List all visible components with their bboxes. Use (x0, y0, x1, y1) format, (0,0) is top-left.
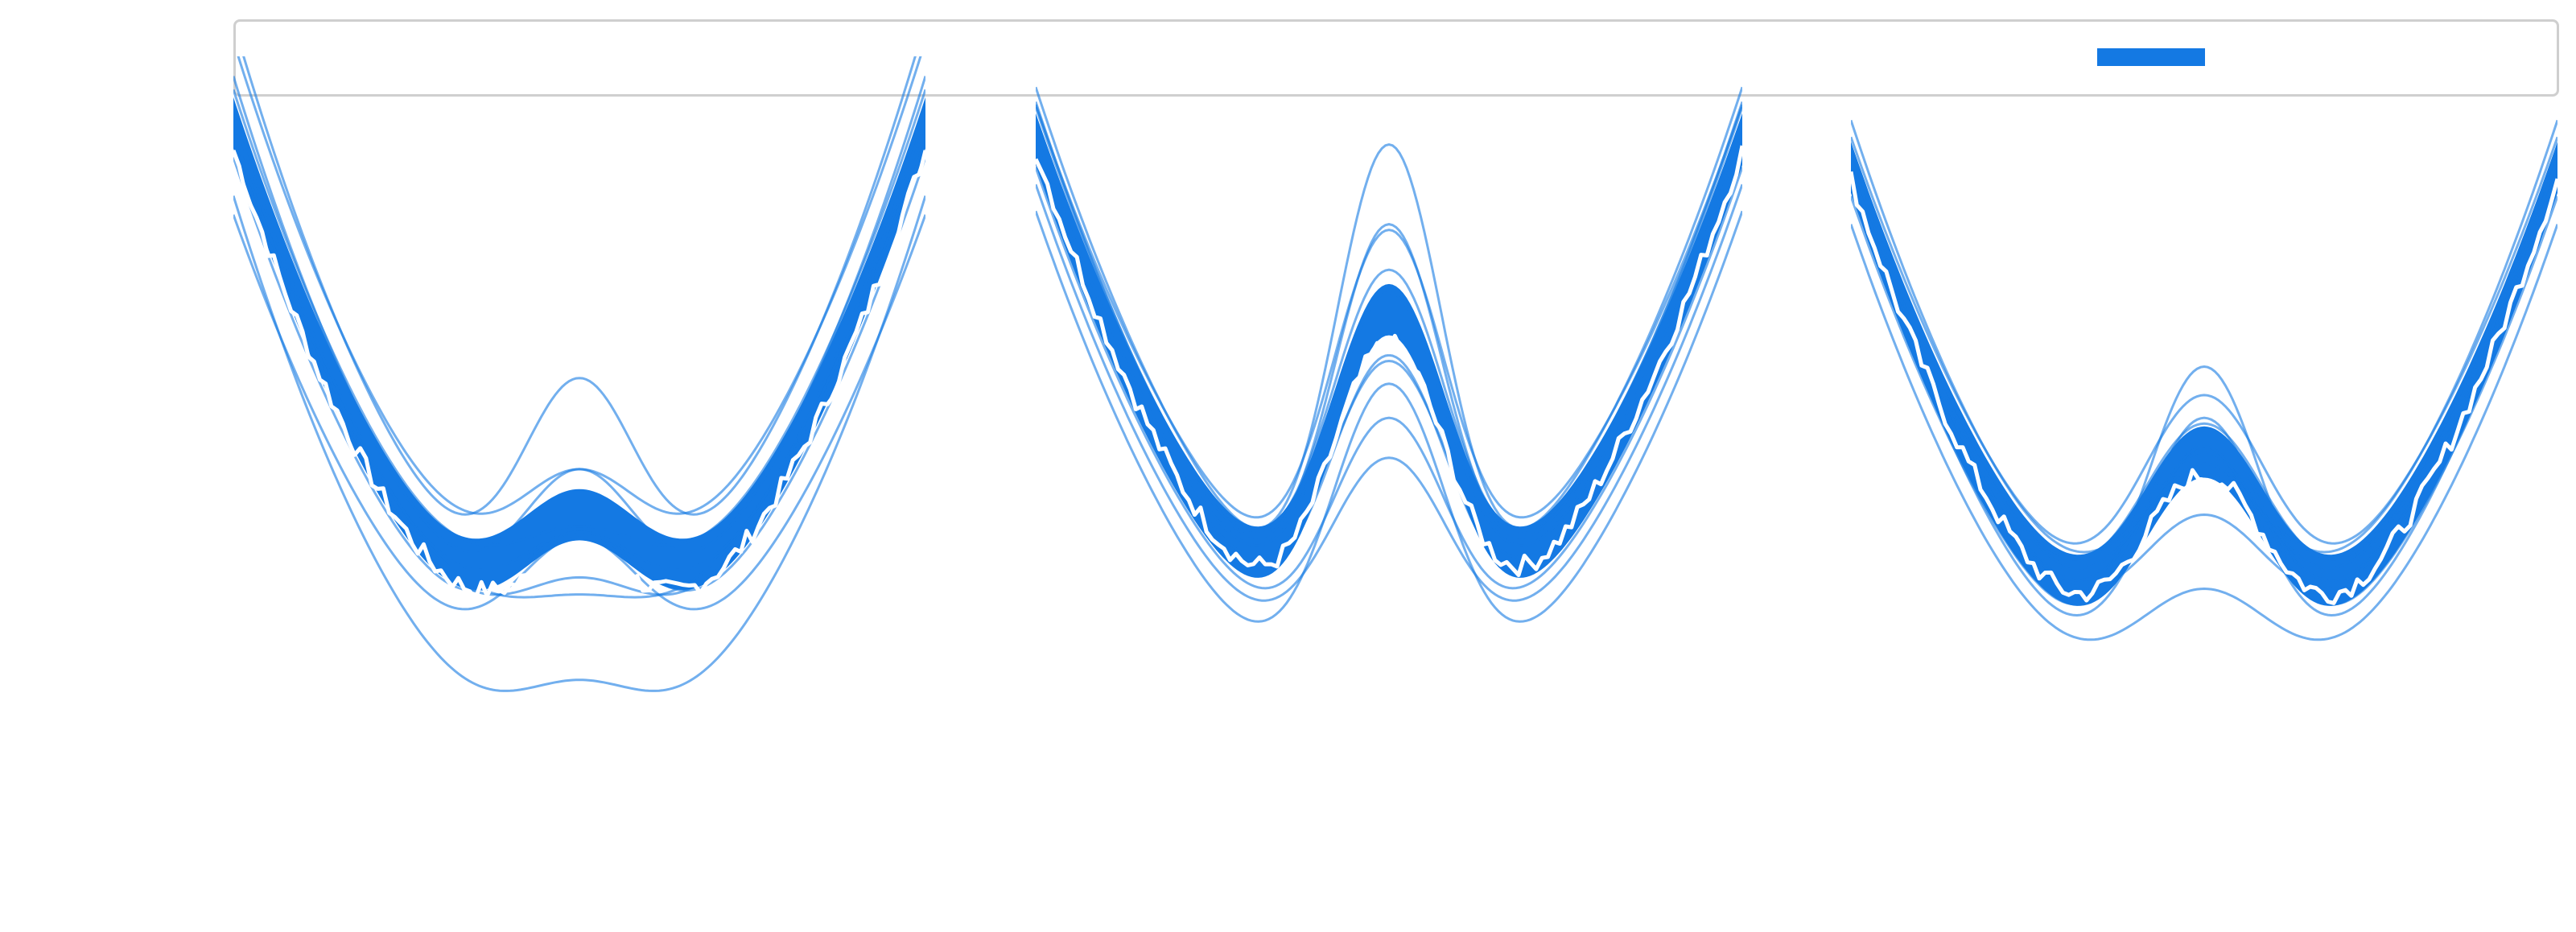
legend-swatch (2097, 48, 2205, 66)
model-curve (233, 195, 925, 692)
model-curve (1036, 132, 1742, 547)
model-curve (1851, 224, 2557, 641)
confidence-band (1036, 113, 1742, 578)
observed-line (233, 150, 925, 600)
model-curve (237, 56, 922, 515)
model-curve (233, 129, 925, 596)
observed-line (1851, 171, 2557, 605)
confidence-band (233, 97, 925, 591)
model-curve (242, 56, 917, 516)
model-curve (1851, 155, 2557, 570)
model-curve (1851, 167, 2557, 582)
model-curve (1851, 158, 2557, 596)
model-curve (1036, 184, 1742, 602)
model-curve (233, 89, 925, 546)
model-curve (1036, 104, 1742, 519)
model-curve (233, 214, 925, 611)
chart-panel-3 (1851, 119, 2557, 641)
model-curve (233, 113, 925, 599)
model-curve (1851, 196, 2557, 606)
confidence-band (1851, 142, 2557, 606)
model-curve (1036, 161, 1742, 571)
model-curve (1036, 210, 1742, 623)
model-curve (1851, 157, 2557, 590)
model-curve (1036, 167, 1742, 590)
chart-panel-2 (1036, 86, 1742, 623)
chart-panel-1 (233, 56, 925, 692)
model-curve (1851, 150, 2557, 561)
observed-line (1036, 145, 1742, 577)
model-curve (1851, 136, 2557, 545)
model-curve (1036, 106, 1742, 533)
legend (233, 19, 2559, 97)
